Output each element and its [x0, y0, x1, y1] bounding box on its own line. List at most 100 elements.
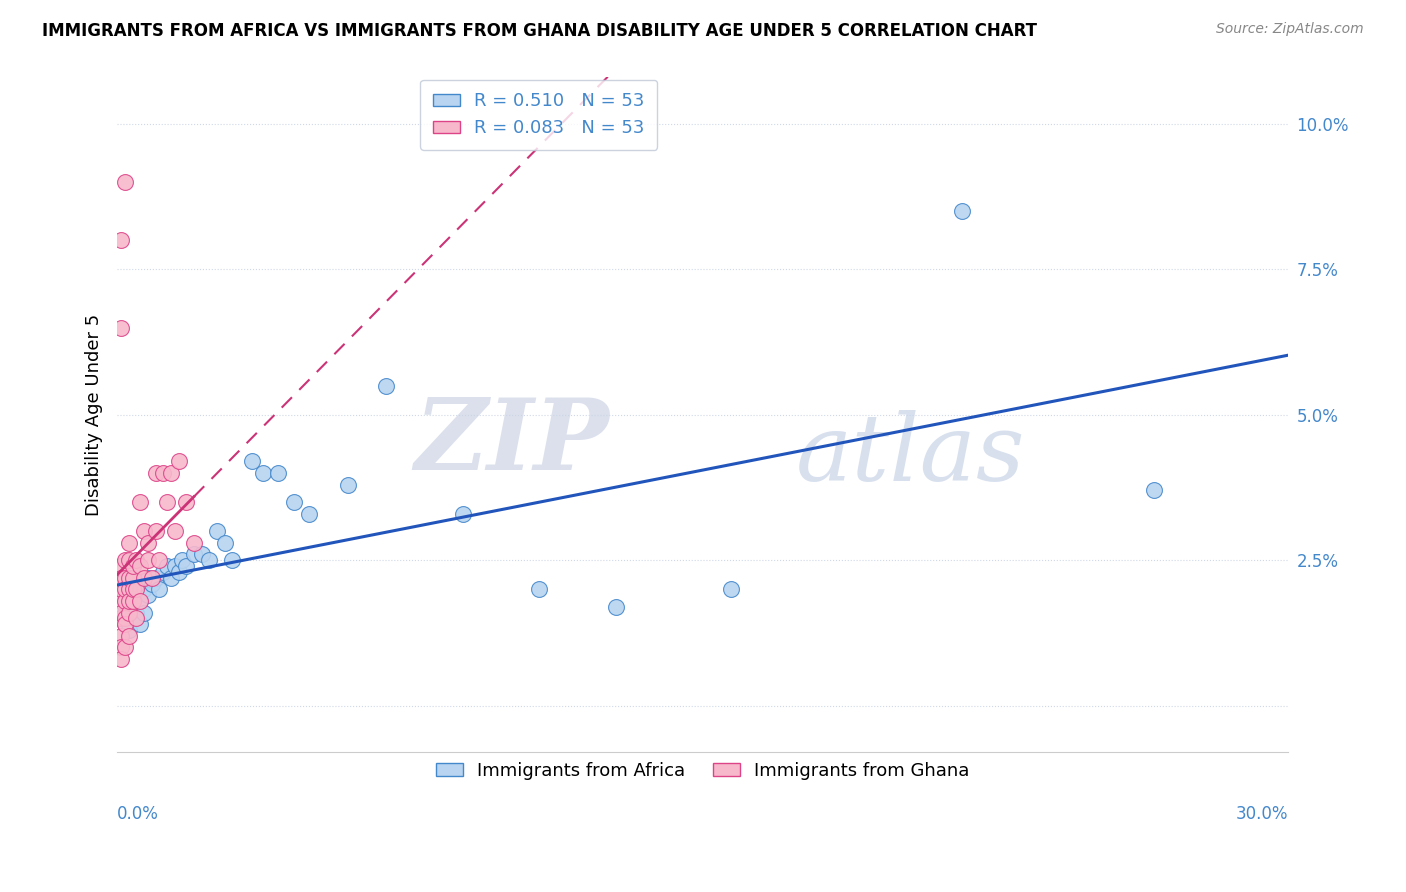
Point: [114, 640, 136, 655]
Point: [125, 606, 148, 620]
Point: [145, 571, 167, 585]
Point: [114, 175, 136, 189]
Point: [174, 495, 197, 509]
Point: [118, 599, 141, 614]
Point: [125, 582, 148, 597]
Text: Source: ZipAtlas.com: Source: ZipAtlas.com: [1216, 22, 1364, 37]
Point: [132, 582, 155, 597]
Point: [141, 571, 163, 585]
Point: [336, 477, 359, 491]
Point: [110, 611, 132, 625]
Y-axis label: Disability Age Under 5: Disability Age Under 5: [86, 314, 103, 516]
Point: [129, 576, 152, 591]
Point: [172, 553, 194, 567]
Point: [125, 571, 148, 585]
Point: [110, 594, 132, 608]
Point: [183, 548, 205, 562]
Point: [110, 652, 132, 666]
Text: ZIP: ZIP: [413, 393, 609, 490]
Point: [110, 611, 132, 625]
Point: [141, 576, 163, 591]
Point: [110, 582, 132, 597]
Point: [129, 594, 152, 608]
Point: [118, 629, 141, 643]
Point: [152, 466, 174, 480]
Point: [136, 571, 159, 585]
Point: [198, 553, 221, 567]
Point: [118, 594, 141, 608]
Point: [1143, 483, 1166, 498]
Point: [121, 594, 143, 608]
Point: [121, 594, 143, 608]
Legend: Immigrants from Africa, Immigrants from Ghana: Immigrants from Africa, Immigrants from …: [425, 751, 980, 790]
Point: [148, 553, 170, 567]
Point: [267, 466, 290, 480]
Point: [152, 565, 174, 579]
Point: [114, 611, 136, 625]
Point: [114, 571, 136, 585]
Point: [110, 640, 132, 655]
Point: [167, 565, 190, 579]
Point: [121, 582, 143, 597]
Point: [110, 571, 132, 585]
Point: [118, 571, 141, 585]
Point: [114, 582, 136, 597]
Point: [125, 553, 148, 567]
Text: 30.0%: 30.0%: [1236, 805, 1288, 822]
Point: [374, 378, 396, 392]
Text: IMMIGRANTS FROM AFRICA VS IMMIGRANTS FROM GHANA DISABILITY AGE UNDER 5 CORRELATI: IMMIGRANTS FROM AFRICA VS IMMIGRANTS FRO…: [42, 22, 1038, 40]
Point: [110, 320, 132, 334]
Point: [950, 204, 973, 219]
Point: [110, 606, 132, 620]
Point: [121, 576, 143, 591]
Text: atlas: atlas: [796, 410, 1026, 500]
Point: [118, 571, 141, 585]
Point: [129, 495, 152, 509]
Point: [110, 629, 132, 643]
Point: [163, 524, 186, 538]
Point: [156, 495, 179, 509]
Point: [174, 559, 197, 574]
Point: [129, 559, 152, 574]
Point: [129, 594, 152, 608]
Point: [114, 588, 136, 602]
Point: [110, 571, 132, 585]
Point: [148, 582, 170, 597]
Point: [118, 553, 141, 567]
Point: [451, 507, 474, 521]
Point: [125, 588, 148, 602]
Point: [110, 582, 132, 597]
Point: [240, 454, 263, 468]
Point: [114, 606, 136, 620]
Point: [156, 559, 179, 574]
Point: [118, 582, 141, 597]
Point: [121, 611, 143, 625]
Point: [110, 559, 132, 574]
Point: [125, 611, 148, 625]
Point: [221, 553, 243, 567]
Point: [129, 617, 152, 632]
Point: [163, 559, 186, 574]
Point: [529, 582, 551, 597]
Point: [118, 536, 141, 550]
Point: [136, 588, 159, 602]
Point: [145, 524, 167, 538]
Point: [136, 553, 159, 567]
Point: [118, 606, 141, 620]
Text: 0.0%: 0.0%: [117, 805, 159, 822]
Point: [110, 594, 132, 608]
Point: [121, 571, 143, 585]
Point: [136, 536, 159, 550]
Point: [110, 233, 132, 247]
Point: [118, 623, 141, 637]
Point: [145, 466, 167, 480]
Point: [114, 571, 136, 585]
Point: [252, 466, 274, 480]
Point: [167, 454, 190, 468]
Point: [605, 599, 627, 614]
Point: [298, 507, 321, 521]
Point: [214, 536, 236, 550]
Point: [132, 524, 155, 538]
Point: [110, 582, 132, 597]
Point: [720, 582, 742, 597]
